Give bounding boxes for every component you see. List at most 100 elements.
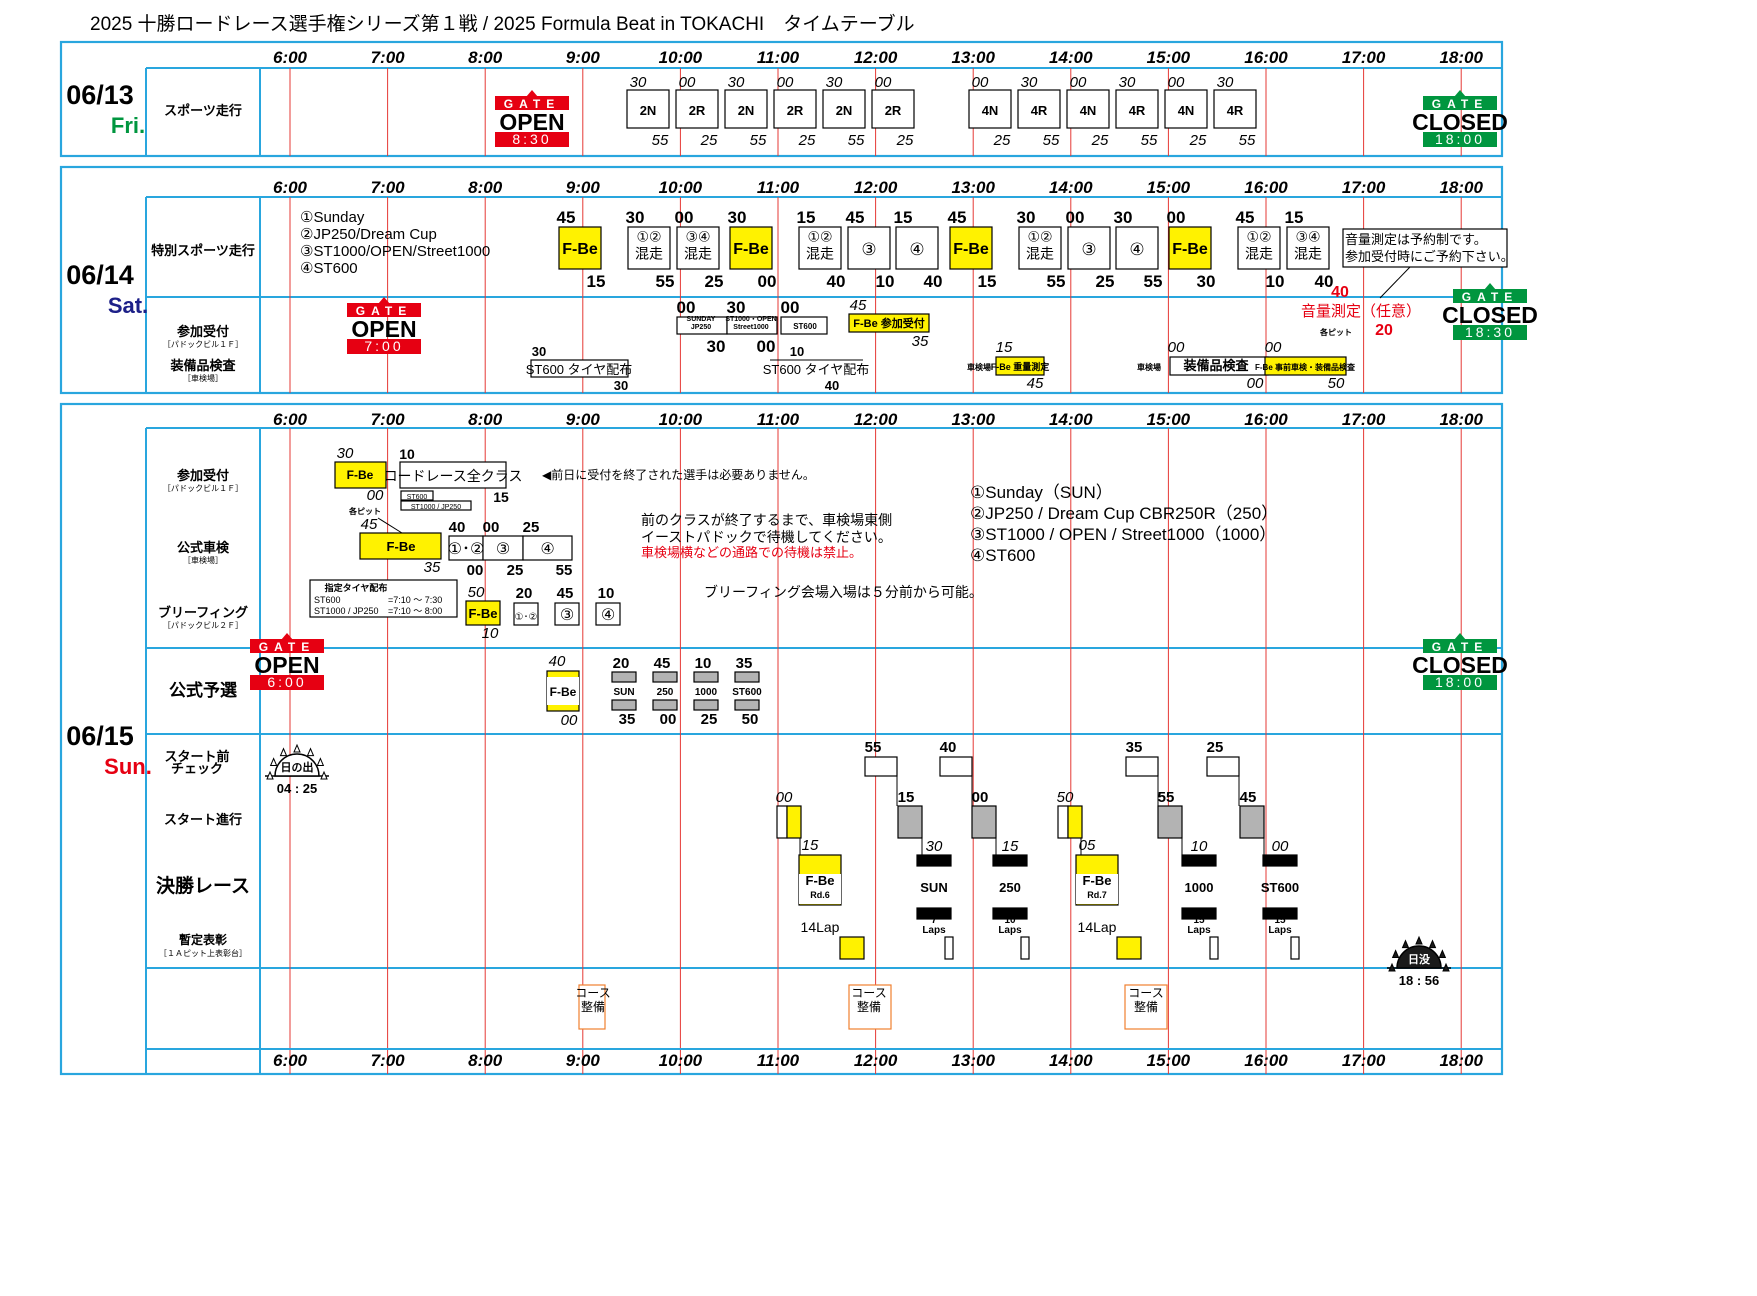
time-start: 10 bbox=[695, 655, 712, 672]
fbe-reception-label: F-Be 参加受付 bbox=[853, 316, 925, 330]
qual-top-bar bbox=[611, 671, 637, 683]
session-end: 55 bbox=[1144, 272, 1163, 291]
tire-box bbox=[530, 359, 629, 378]
day-date: 06/14 bbox=[66, 260, 134, 290]
hour-label: 12:00 bbox=[854, 178, 898, 197]
session-label: 2R bbox=[787, 103, 804, 118]
time-start: 45 bbox=[1240, 789, 1257, 806]
note-box bbox=[1342, 228, 1508, 268]
session-start: 30 bbox=[728, 74, 745, 91]
qual-top-bar bbox=[734, 671, 760, 683]
day-date: 06/15 bbox=[66, 721, 134, 751]
session-end: 10 bbox=[1266, 272, 1285, 291]
scrut-label: ④ bbox=[540, 541, 554, 558]
gate-time: 7:00 bbox=[364, 338, 403, 354]
time-start: 25 bbox=[1207, 739, 1224, 756]
time-start: 45 bbox=[850, 297, 867, 314]
session-start: 45 bbox=[557, 208, 576, 227]
course-maint-box bbox=[848, 984, 892, 1030]
sunset-icon: 日没 18 : 56 bbox=[1387, 935, 1451, 988]
class-legend: ②JP250 / Dream Cup CBR250R（250） bbox=[970, 504, 1278, 523]
sound-label: 音量測定（任意） bbox=[1301, 302, 1421, 320]
session-box bbox=[1164, 89, 1208, 129]
fbe-label: F-Be bbox=[387, 539, 416, 554]
session-end: 15 bbox=[978, 272, 997, 291]
hour-label-bottom: 10:00 bbox=[659, 1051, 703, 1070]
hour-label: 11:00 bbox=[757, 178, 800, 197]
time-start: 00 bbox=[483, 519, 500, 536]
session-box bbox=[773, 89, 817, 129]
session-label: F-Be bbox=[562, 241, 598, 258]
session-label: 4R bbox=[1031, 103, 1048, 118]
session-box bbox=[798, 226, 842, 270]
tire-label: ST600 タイヤ配布 bbox=[763, 362, 870, 377]
race-bottom-bar bbox=[992, 907, 1028, 920]
session-start: 00 bbox=[1066, 208, 1085, 227]
class-legend: ①Sunday bbox=[300, 209, 365, 226]
time-end: 55 bbox=[556, 562, 573, 579]
time-end: 25 bbox=[701, 711, 718, 728]
gate-state: OPEN bbox=[499, 109, 564, 135]
time-start: 00 bbox=[972, 789, 989, 806]
prestart-box bbox=[864, 756, 898, 777]
hour-label-bottom: 9:00 bbox=[566, 1051, 601, 1070]
hour-label: 8:00 bbox=[468, 410, 503, 429]
race-label: ST600 bbox=[1261, 880, 1299, 895]
session-end: 25 bbox=[896, 132, 914, 149]
row-label: 決勝レース bbox=[156, 874, 250, 897]
session-start: 15 bbox=[797, 208, 816, 227]
session-end: 25 bbox=[798, 132, 816, 149]
time-start: 35 bbox=[736, 655, 753, 672]
class-legend: ①Sunday（SUN） bbox=[970, 483, 1113, 502]
row-label: 特別スポーツ走行 bbox=[151, 243, 255, 258]
fbe-weight-box bbox=[995, 356, 1045, 376]
row-label: スポーツ走行 bbox=[164, 103, 242, 118]
page-title: 2025 十勝ロードレース選手権シリーズ第１戦 / 2025 Formula B… bbox=[90, 12, 915, 35]
podium-box bbox=[1209, 936, 1219, 960]
day-of-week: Sat. bbox=[108, 293, 148, 318]
row-label: 装備品検査 bbox=[169, 358, 236, 373]
tire-text: =7:10 ～ 8:00 bbox=[388, 606, 442, 616]
time-start: 45 bbox=[557, 585, 574, 602]
fbe-reception-box bbox=[848, 313, 930, 333]
hour-label-bottom: 15:00 bbox=[1147, 1051, 1191, 1070]
sub-label: ST600 bbox=[407, 494, 428, 501]
time-end: 50 bbox=[742, 711, 759, 728]
brief-box bbox=[595, 602, 621, 626]
sub-box bbox=[400, 500, 472, 511]
race-sub: Rd.6 bbox=[810, 890, 830, 900]
race-label: 250 bbox=[999, 880, 1021, 895]
brief-label: ④ bbox=[601, 607, 615, 624]
fbe-pre-check-box bbox=[1264, 356, 1347, 376]
session-label: F-Be bbox=[953, 241, 989, 258]
time-start: 05 bbox=[1079, 837, 1096, 854]
session-box bbox=[968, 89, 1012, 129]
time-start: 25 bbox=[523, 519, 540, 536]
qual-bottom-bar bbox=[693, 699, 719, 711]
row-sublabel: ［１Ａピット上表彰台］ bbox=[159, 948, 247, 958]
fbe-session-box bbox=[729, 226, 773, 270]
podium-box bbox=[944, 936, 954, 960]
session-end: 25 bbox=[1189, 132, 1207, 149]
course-maint-label: コース整備 bbox=[575, 986, 610, 1014]
prestart-box bbox=[1206, 756, 1240, 777]
hour-label-bottom: 14:00 bbox=[1049, 1051, 1093, 1070]
gate-state: CLOSED bbox=[1412, 652, 1508, 678]
tire-text: ST1000 / JP250 bbox=[314, 606, 379, 616]
hour-label-bottom: 6:00 bbox=[273, 1051, 308, 1070]
race-top-bar bbox=[916, 854, 952, 867]
row-label: ブリーフィング bbox=[158, 605, 248, 620]
session-start: 30 bbox=[626, 208, 645, 227]
venue-label: 各ピット bbox=[1319, 327, 1352, 337]
time-start: 15 bbox=[898, 789, 915, 806]
hour-label: 10:00 bbox=[659, 178, 703, 197]
hour-label: 11:00 bbox=[757, 48, 800, 67]
session-start: 45 bbox=[846, 208, 865, 227]
session-start: 45 bbox=[1236, 208, 1255, 227]
session-box bbox=[1115, 226, 1159, 270]
session-start: 00 bbox=[679, 74, 696, 91]
reception-box bbox=[780, 316, 828, 335]
session-box bbox=[822, 89, 866, 129]
